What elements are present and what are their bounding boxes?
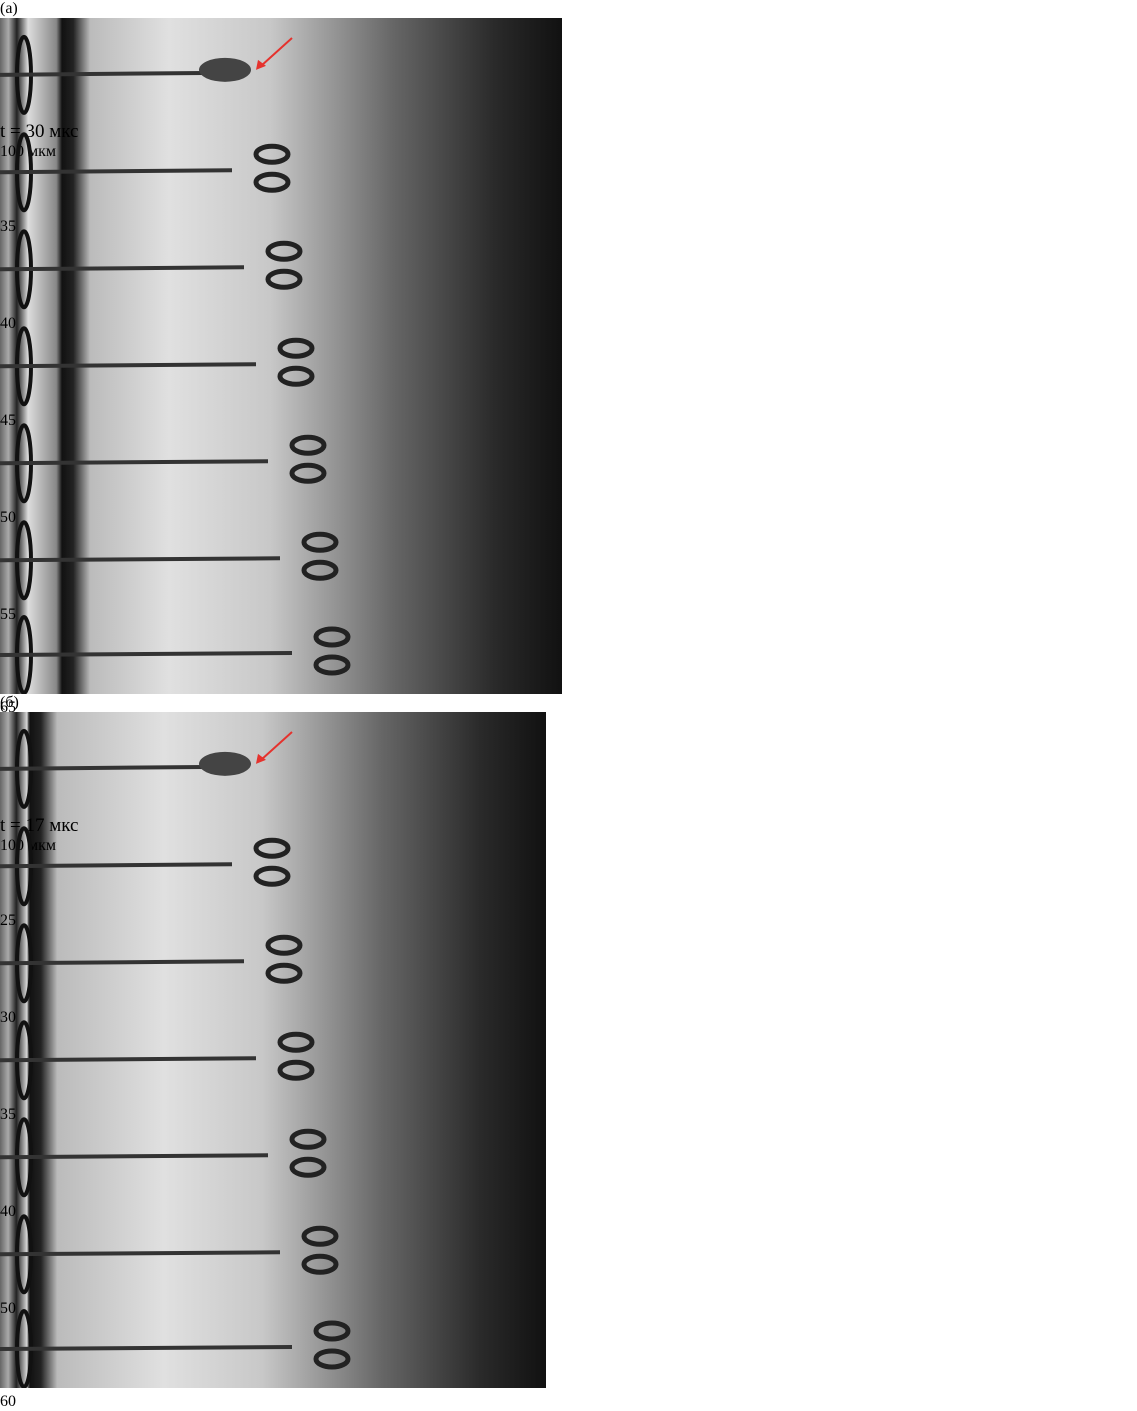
lobe — [256, 840, 288, 856]
lobe — [304, 1228, 336, 1244]
lobe — [292, 1159, 324, 1175]
jet — [0, 1295, 546, 1388]
drop — [199, 58, 251, 82]
lobe — [316, 1351, 348, 1367]
jet-stream — [0, 1347, 292, 1349]
jet-stream — [0, 558, 280, 560]
jet-stream — [0, 364, 256, 366]
lobe — [280, 1034, 312, 1050]
jet-stream — [0, 170, 232, 172]
panel-title: (а) — [0, 0, 562, 18]
jet-stream — [0, 767, 220, 769]
jet — [0, 504, 562, 601]
image-frame: 35 — [0, 1004, 546, 1101]
jet — [0, 1004, 546, 1101]
lobe — [292, 465, 324, 481]
jet-stream — [0, 653, 292, 655]
image-frame: 65 — [0, 601, 562, 694]
image-frame: 30 — [0, 907, 546, 1004]
image-frame: 60 — [0, 1295, 546, 1388]
lobe — [316, 657, 348, 673]
lobe — [256, 146, 288, 162]
image-frame: 25 — [0, 810, 546, 907]
lobe — [304, 534, 336, 550]
lobe — [280, 340, 312, 356]
lobe — [280, 368, 312, 384]
lobe — [280, 1062, 312, 1078]
jet — [0, 213, 562, 310]
lobe — [256, 174, 288, 190]
lobe — [292, 437, 324, 453]
image-frame: 45 — [0, 310, 562, 407]
jet — [0, 601, 562, 694]
jet-stream — [0, 1252, 280, 1254]
jet — [0, 907, 546, 1004]
image-frame: 50 — [0, 407, 562, 504]
jet-stream — [0, 461, 268, 463]
jet-stream — [0, 961, 244, 963]
image-frame: 35 — [0, 116, 562, 213]
jet — [0, 1198, 546, 1295]
jet — [0, 18, 562, 116]
jet-stream — [0, 267, 244, 269]
arrow-head — [256, 754, 266, 764]
lobe — [268, 937, 300, 953]
arrow — [260, 38, 292, 67]
image-frame: 40 — [0, 213, 562, 310]
jet-stream — [0, 73, 220, 75]
jet — [0, 1101, 546, 1198]
time-label: 60 — [0, 1393, 546, 1411]
jet-stream — [0, 1155, 268, 1157]
image-frame: 40 — [0, 1101, 546, 1198]
jet — [0, 810, 546, 907]
lobe — [292, 1131, 324, 1147]
lobe — [268, 243, 300, 259]
jet — [0, 407, 562, 504]
image-frame: 55 — [0, 504, 562, 601]
arrow-head — [256, 60, 266, 70]
jet-stream — [0, 864, 232, 866]
lobe — [268, 271, 300, 287]
lobe — [316, 629, 348, 645]
lobe — [304, 562, 336, 578]
lobe — [304, 1256, 336, 1272]
jet — [0, 712, 546, 810]
lobe — [316, 1323, 348, 1339]
jet — [0, 310, 562, 407]
drop — [199, 752, 251, 776]
jet-stream — [0, 1058, 256, 1060]
image-frame: 50 — [0, 1198, 546, 1295]
jet — [0, 116, 562, 213]
arrow — [260, 732, 292, 761]
lobe — [268, 965, 300, 981]
lobe — [256, 868, 288, 884]
